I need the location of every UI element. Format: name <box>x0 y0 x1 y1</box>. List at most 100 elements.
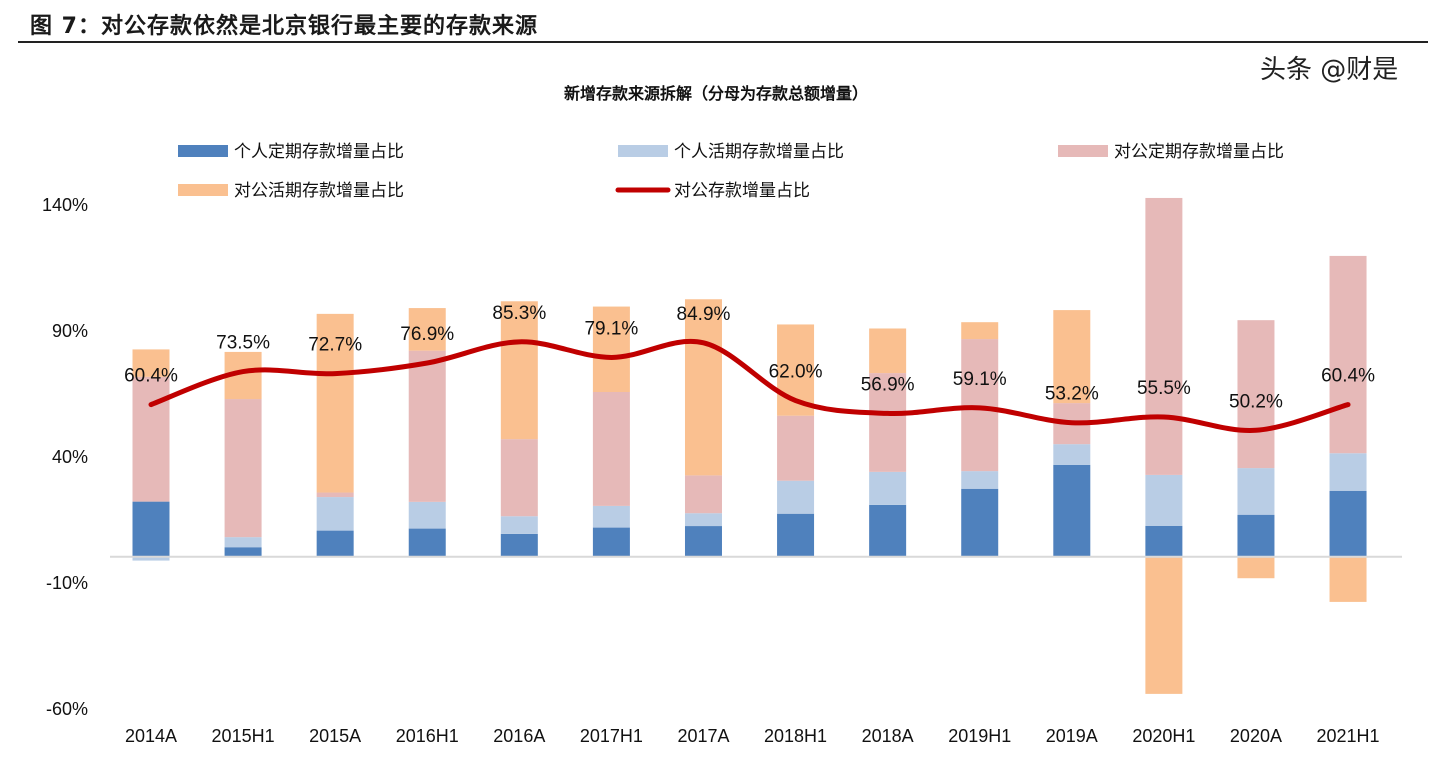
bar-segment-3 <box>961 339 999 472</box>
line-series: 60.4% 73.5% 72.7% 76.9% 85.3% 79.1% 84.9% 62.0%… <box>124 303 1375 433</box>
data-label: 56.9% <box>861 374 915 395</box>
legend-label: 对公定期存款增量占比 <box>1114 142 1284 162</box>
bar-segment-2 <box>500 516 538 534</box>
bar-segment-3 <box>592 391 630 506</box>
bar-segment-1 <box>408 528 446 557</box>
bar-segment-4 <box>500 301 538 440</box>
x-tick-label: 2021H1 <box>1317 726 1380 746</box>
figure-title: 图 7：对公存款依然是北京银行最主要的存款来源 <box>30 14 538 39</box>
corporate-deposit-share-line <box>148 339 1351 433</box>
legend-swatch <box>178 145 228 157</box>
x-tick-label: 2018A <box>862 726 914 746</box>
legend-label: 对公存款增量占比 <box>674 181 810 201</box>
bar-segment-3 <box>869 373 907 472</box>
data-label: 73.5% <box>216 333 270 354</box>
bar-segment-2 <box>408 501 446 529</box>
data-label: 53.2% <box>1045 384 1099 405</box>
bar-segment-1 <box>961 488 999 557</box>
watermark: 头条 @财是 <box>1260 55 1398 85</box>
bar-segment-4 <box>1053 310 1091 404</box>
bar-segment-3 <box>1145 197 1183 475</box>
y-axis: 140% 90% 40% -10% -60% <box>42 195 88 719</box>
bar-segment-1 <box>500 533 538 557</box>
bar-segment-4 <box>132 349 170 377</box>
data-label: 84.9% <box>677 304 731 325</box>
y-tick-label: 40% <box>52 447 88 467</box>
x-tick-label: 2014A <box>125 726 177 746</box>
bar-segment-2 <box>961 471 999 489</box>
bar-segment-2 <box>592 505 630 528</box>
x-tick-label: 2015H1 <box>212 726 275 746</box>
x-tick-label: 2015A <box>309 726 361 746</box>
bar-segment-4 <box>592 306 630 392</box>
bar-segment-1 <box>592 527 630 557</box>
x-tick-label: 2016A <box>493 726 545 746</box>
bar-segment-4 <box>1237 556 1275 579</box>
y-tick-label: -60% <box>46 699 88 719</box>
legend-label: 个人活期存款增量占比 <box>674 142 844 162</box>
data-label: 85.3% <box>492 303 546 324</box>
x-tick-label: 2017H1 <box>580 726 643 746</box>
data-label: 55.5% <box>1137 378 1191 399</box>
bar-segment-3 <box>316 492 354 498</box>
bar-segment-2 <box>224 537 262 548</box>
bar-segment-3 <box>500 439 538 517</box>
bar-segment-3 <box>684 475 722 514</box>
data-label: 62.0% <box>769 362 823 383</box>
x-tick-label: 2017A <box>677 726 729 746</box>
data-label: 79.1% <box>584 318 638 339</box>
legend-swatch <box>618 145 668 157</box>
legend: 个人定期存款增量占比 个人活期存款增量占比 对公定期存款增量占比对公活期存款增量占比… <box>178 142 1284 201</box>
x-tick-label: 2020A <box>1230 726 1282 746</box>
legend-swatch <box>178 184 228 196</box>
x-tick-label: 2018H1 <box>764 726 827 746</box>
bar-segment-2 <box>1329 453 1367 491</box>
bar-segment-1 <box>869 504 907 557</box>
bar-segment-1 <box>1329 490 1367 557</box>
bar-segment-4 <box>1145 556 1183 694</box>
bar-segment-4 <box>316 313 354 493</box>
bar-segment-3 <box>1237 320 1275 469</box>
bar-segment-2 <box>316 497 354 531</box>
legend-swatch <box>1058 145 1108 157</box>
bar-segment-1 <box>224 547 262 557</box>
y-tick-label: 90% <box>52 321 88 341</box>
x-axis: 2014A 2015H1 2015A 2016H1 2016A 2017H1 2017A 20… <box>125 726 1380 746</box>
chart-title: 新增存款来源拆解（分母为存款总额增量） <box>564 84 868 103</box>
bar-segment-1 <box>132 501 170 557</box>
x-tick-label: 2019H1 <box>948 726 1011 746</box>
bar-segment-2 <box>684 513 722 527</box>
bar-segment-1 <box>1237 514 1275 557</box>
bar-segment-3 <box>132 376 170 502</box>
bar-segment-2 <box>869 471 907 505</box>
bar-segment-4 <box>869 328 907 374</box>
bar-segment-3 <box>1329 255 1367 454</box>
legend-label: 个人定期存款增量占比 <box>234 142 404 162</box>
bar-segment-3 <box>777 415 815 481</box>
title-divider <box>18 41 1428 43</box>
data-label: 50.2% <box>1229 391 1283 412</box>
x-tick-label: 2020H1 <box>1132 726 1195 746</box>
data-label: 60.4% <box>124 366 178 387</box>
bar-segment-2 <box>132 556 170 561</box>
y-tick-label: 140% <box>42 195 88 215</box>
bar-segment-2 <box>777 480 815 514</box>
bar-segment-1 <box>777 513 815 557</box>
y-tick-label: -10% <box>46 573 88 593</box>
legend-label: 对公活期存款增量占比 <box>234 181 404 201</box>
data-label: 72.7% <box>308 335 362 356</box>
bar-segment-1 <box>1145 525 1183 557</box>
data-label: 60.4% <box>1321 366 1375 387</box>
data-label: 76.9% <box>400 324 454 345</box>
data-label: 59.1% <box>953 369 1007 390</box>
bar-segment-2 <box>1145 474 1183 526</box>
bar-segment-1 <box>684 526 722 557</box>
bar-segment-4 <box>684 299 722 476</box>
bars <box>132 197 1367 694</box>
x-tick-label: 2019A <box>1046 726 1098 746</box>
bar-segment-4 <box>408 308 446 351</box>
bar-segment-1 <box>316 530 354 557</box>
x-tick-label: 2016H1 <box>396 726 459 746</box>
bar-segment-2 <box>1237 468 1275 515</box>
bar-segment-3 <box>224 399 262 538</box>
